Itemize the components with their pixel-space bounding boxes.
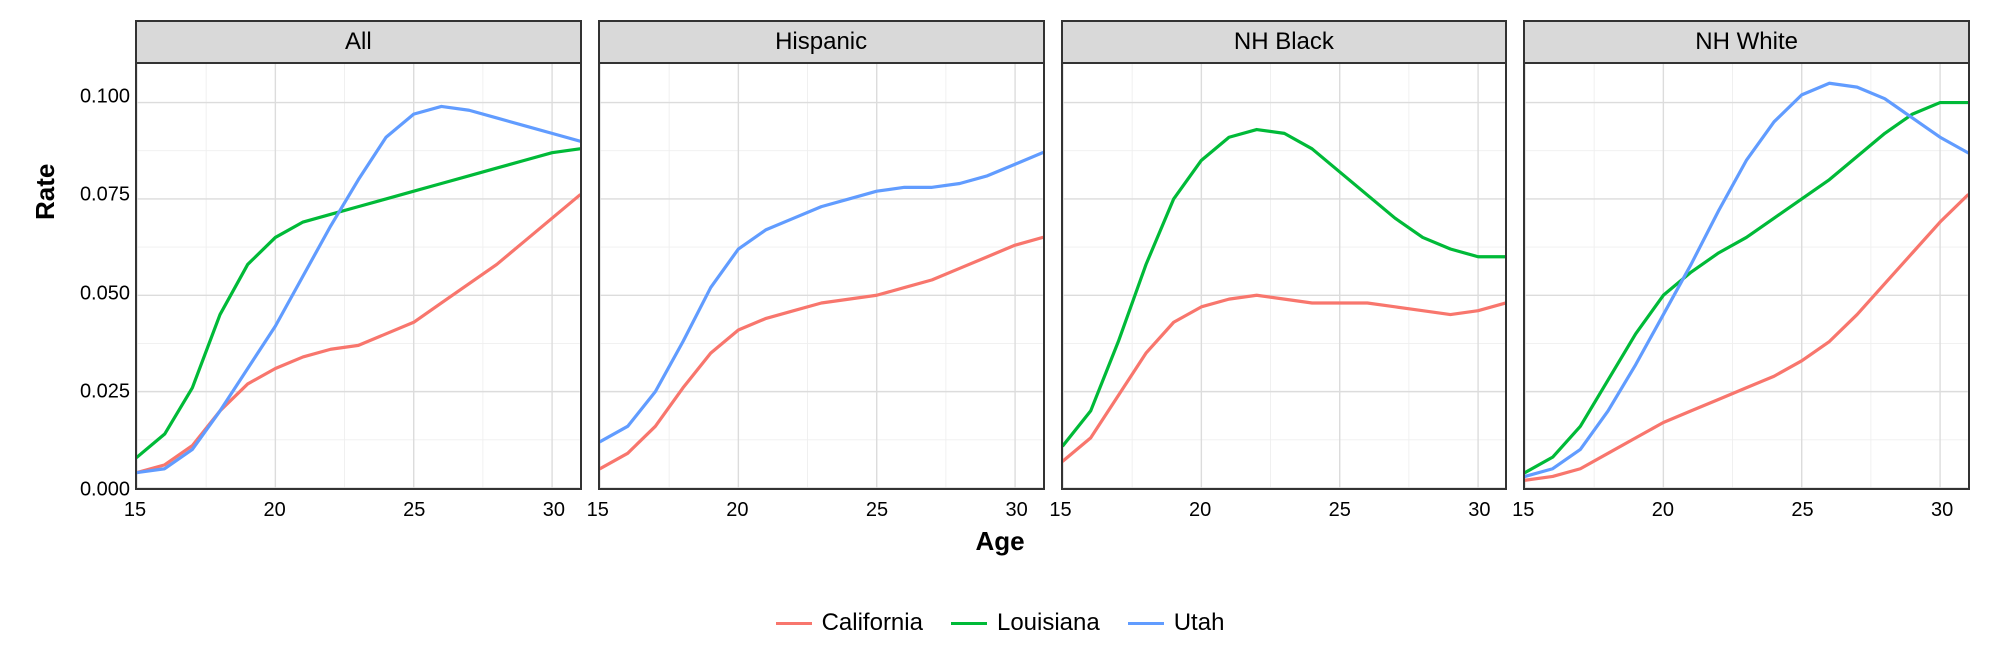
legend-swatch-icon — [951, 622, 987, 625]
legend: California Louisiana Utah — [20, 609, 1980, 637]
facet-plot-area — [600, 64, 1043, 488]
y-tick-label: 0.050 — [70, 282, 130, 305]
x-tick-label: 20 — [263, 499, 285, 522]
facet-panel: All — [135, 20, 582, 490]
series-line-louisiana — [137, 149, 580, 457]
legend-item-louisiana: Louisiana — [951, 609, 1100, 637]
x-tick-label: 25 — [1329, 499, 1351, 522]
x-axis-ticks: 15202530 — [1061, 495, 1508, 525]
series-line-utah — [600, 153, 1043, 442]
facet-panel: NH Black — [1061, 20, 1508, 490]
facet-plot-area — [1063, 64, 1506, 488]
y-tick-label: 0.075 — [70, 184, 130, 207]
facet-plot-area — [1525, 64, 1968, 488]
x-tick-label: 15 — [587, 499, 609, 522]
y-tick-label: 0.100 — [70, 86, 130, 109]
legend-label: Louisiana — [997, 609, 1100, 637]
legend-item-california: California — [776, 609, 923, 637]
facet-panels: All Hispanic NH Black NH White — [135, 20, 1970, 490]
series-line-utah — [1525, 83, 1968, 476]
x-axis-label: Age — [20, 526, 1980, 557]
y-axis-label: Rate — [30, 164, 61, 220]
x-tick-label: 30 — [1468, 499, 1490, 522]
x-axis-ticks: 15202530 — [1523, 495, 1970, 525]
y-tick-label: 0.025 — [70, 380, 130, 403]
legend-label: California — [822, 609, 923, 637]
facet-strip-label: NH White — [1525, 22, 1968, 64]
series-line-california — [600, 237, 1043, 468]
series-line-california — [137, 195, 580, 473]
x-tick-label: 30 — [1005, 499, 1027, 522]
x-tick-label: 30 — [543, 499, 565, 522]
x-tick-label: 25 — [866, 499, 888, 522]
x-tick-label: 20 — [726, 499, 748, 522]
x-tick-label: 25 — [1791, 499, 1813, 522]
x-tick-label: 30 — [1931, 499, 1953, 522]
facet-strip-label: NH Black — [1063, 22, 1506, 64]
x-tick-label: 25 — [403, 499, 425, 522]
series-line-louisiana — [1063, 130, 1506, 446]
x-tick-label: 20 — [1189, 499, 1211, 522]
x-tick-label: 15 — [1049, 499, 1071, 522]
legend-swatch-icon — [1128, 622, 1164, 625]
x-tick-label: 20 — [1652, 499, 1674, 522]
series-line-california — [1063, 295, 1506, 461]
x-tick-label: 15 — [1512, 499, 1534, 522]
x-tick-label: 15 — [124, 499, 146, 522]
legend-label: Utah — [1174, 609, 1225, 637]
legend-swatch-icon — [776, 622, 812, 625]
facet-panel: Hispanic — [598, 20, 1045, 490]
x-axis-ticks: 15202530 — [598, 495, 1045, 525]
series-line-utah — [137, 106, 580, 472]
y-tick-label: 0.000 — [70, 479, 130, 502]
y-axis-ticks: 0.0000.0250.0500.0750.100 — [70, 58, 130, 488]
x-axis-ticks-row: 15202530152025301520253015202530 — [135, 495, 1970, 525]
facet-plot-area — [137, 64, 580, 488]
legend-item-utah: Utah — [1128, 609, 1225, 637]
x-axis-ticks: 15202530 — [135, 495, 582, 525]
facet-panel: NH White — [1523, 20, 1970, 490]
faceted-line-chart: Rate 0.000 0.025 0.050 0.075 0.100 All Hispan… — [20, 20, 1980, 647]
facet-strip-label: Hispanic — [600, 22, 1043, 64]
facet-strip-label: All — [137, 22, 580, 64]
